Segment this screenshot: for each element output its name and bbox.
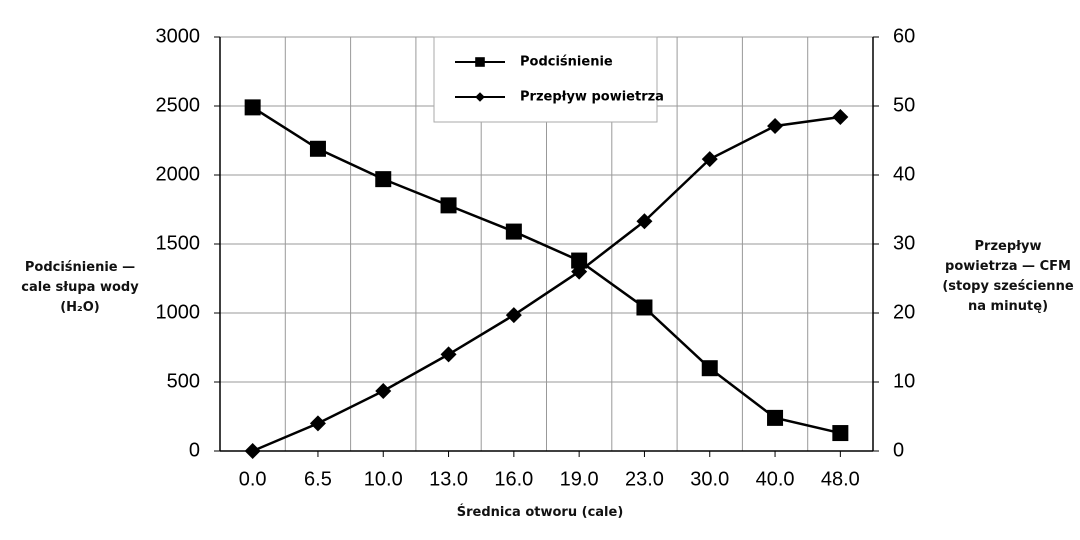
x-tick-label: 16.0 [494,468,533,490]
marker [244,99,261,116]
marker [505,307,522,324]
marker [309,140,326,157]
marker [505,223,522,240]
marker [309,415,326,432]
marker [636,299,653,316]
marker [375,382,392,399]
y2-axis-title: Przepływ powietrza — CFM (stopy sześcien… [942,239,1074,314]
legend-box [433,36,658,123]
series-line [251,106,841,435]
marker [832,425,849,442]
x-tick-label: 40.0 [756,468,795,490]
x-tick-label: 30.0 [690,468,729,490]
x-tick-label: 19.0 [560,468,599,490]
marker [440,197,457,214]
y-tick-label: 2500 [156,94,201,116]
x-tick-label: 23.0 [625,468,664,490]
marker [636,213,653,230]
x-tick-label: 6.5 [304,468,332,490]
marker [440,346,457,363]
x-tick-label: 0.0 [239,468,267,490]
legend-label: Podciśnienie [520,55,613,70]
y-tick-label: 500 [167,370,200,392]
y-tick-label: 0 [189,439,200,461]
y2-tick-label: 10 [893,370,915,392]
y-axis-title: Podciśnienie — cale słupa wody (H₂O) [21,260,139,315]
marker [767,409,784,426]
marker [475,57,485,67]
y2-tick-label: 30 [893,232,915,254]
x-tick-label: 48.0 [821,468,860,490]
marker [832,109,849,126]
marker [701,360,718,377]
series-line [252,115,841,453]
marker [701,151,718,168]
y2-tick-label: 60 [893,25,915,47]
marker [244,443,261,459]
y-tick-label: 1000 [156,301,201,323]
x-tick-label: 13.0 [429,468,468,490]
y-tick-label: 2000 [156,163,201,185]
marker [571,263,588,280]
legend-label: Przepływ powietrza [520,90,664,105]
marker [767,118,784,135]
y-tick-label: 3000 [156,25,201,47]
x-axis-title: Średnica otworu (cale) [456,505,624,520]
y2-tick-label: 50 [893,94,915,116]
y-tick-label: 1500 [156,232,201,254]
y2-tick-label: 40 [893,163,915,185]
y2-tick-label: 0 [893,439,904,461]
y2-tick-label: 20 [893,301,915,323]
marker [571,252,588,269]
x-tick-label: 10.0 [364,468,403,490]
marker [375,171,392,188]
